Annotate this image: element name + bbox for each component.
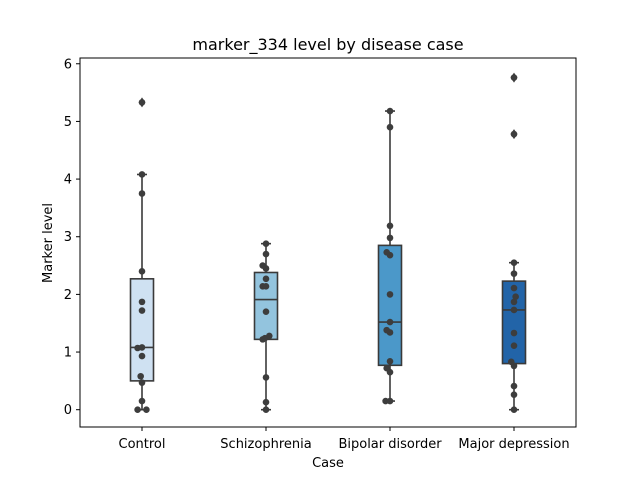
data-point: [510, 306, 518, 314]
data-point: [510, 270, 518, 277]
data-point: [510, 342, 518, 350]
data-point: [138, 379, 146, 386]
x-tick-label: Control: [119, 437, 166, 452]
data-point: [138, 307, 146, 314]
data-point: [138, 171, 146, 178]
data-point: [262, 275, 270, 283]
data-point: [259, 262, 267, 269]
box-4: [501, 280, 527, 365]
data-point: [386, 222, 394, 230]
plot-frame: [79, 57, 577, 428]
data-point: [507, 358, 515, 366]
y-tick-label: 2: [64, 288, 72, 303]
data-point: [138, 99, 146, 106]
data-point: [386, 291, 394, 298]
y-tick-label: 6: [64, 57, 72, 72]
box-2: [253, 271, 279, 341]
data-point: [262, 374, 270, 381]
data-point: [512, 293, 519, 300]
data-point: [262, 283, 270, 290]
data-point: [386, 107, 394, 115]
data-point: [266, 332, 273, 340]
y-tick-label: 3: [64, 230, 72, 245]
y-axis-label: Marker level: [41, 203, 56, 283]
data-point: [386, 397, 394, 405]
data-point: [383, 249, 391, 256]
y-tick-label: 5: [64, 115, 72, 130]
data-point: [134, 406, 141, 414]
data-point: [138, 397, 146, 405]
x-axis-label: Case: [312, 456, 344, 471]
plot-area: 0 1 2 3 4 5 6 Control Schizophrenia Bipolar disor…: [64, 57, 570, 452]
data-point: [138, 268, 146, 275]
data-point: [386, 318, 394, 326]
data-point: [510, 259, 518, 266]
data-point: [386, 357, 394, 365]
y-tick-label: 1: [64, 346, 72, 361]
x-tick-label: Bipolar disorder: [338, 437, 442, 452]
data-point: [138, 298, 146, 306]
data-point: [138, 352, 146, 360]
data-point: [137, 372, 144, 380]
box-3: [377, 244, 403, 367]
x-tick-label: Schizophrenia: [220, 437, 311, 452]
data-point: [138, 190, 146, 197]
data-point: [383, 326, 391, 334]
data-point: [510, 382, 518, 390]
data-point: [510, 406, 518, 414]
data-point: [386, 234, 394, 242]
data-point: [262, 240, 270, 247]
data-point: [262, 250, 270, 258]
data-point: [510, 284, 518, 292]
data-point: [383, 364, 391, 372]
data-point: [510, 130, 518, 138]
data-point: [510, 391, 518, 399]
x-tick-label: Major depression: [458, 437, 569, 452]
data-point: [143, 406, 150, 414]
chart-title: marker_334 level by disease case: [192, 35, 463, 55]
data-point: [262, 308, 270, 315]
data-point: [138, 344, 146, 351]
y-tick-label: 0: [64, 403, 72, 418]
data-point: [510, 329, 518, 337]
y-tick-label: 4: [64, 173, 72, 188]
data-point: [510, 298, 518, 306]
data-point: [262, 406, 270, 414]
data-point: [262, 398, 270, 406]
data-point: [510, 74, 518, 81]
data-point: [386, 123, 394, 131]
box-1: [129, 278, 155, 382]
